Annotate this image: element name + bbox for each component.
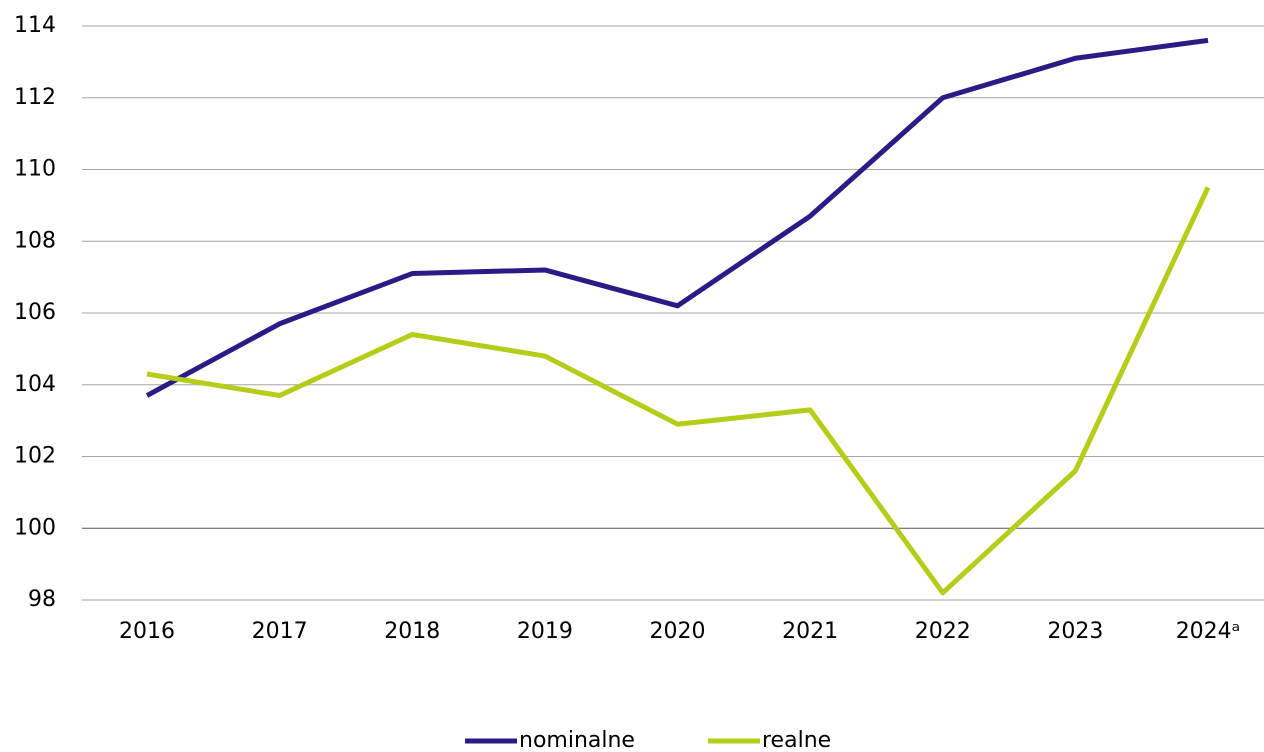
x-tick-label: 2024ᵃ [1176, 619, 1241, 644]
legend-label: nominalne [519, 728, 635, 752]
y-tick-label: 106 [14, 300, 56, 325]
x-tick-label: 2020 [650, 619, 706, 644]
y-tick-label: 102 [14, 444, 56, 469]
x-tick-label: 2023 [1047, 619, 1103, 644]
y-tick-label: 98 [28, 587, 56, 612]
y-tick-label: 112 [14, 85, 56, 110]
x-tick-label: 2018 [384, 619, 440, 644]
y-tick-label: 114 [14, 13, 56, 38]
legend-label: realne [762, 728, 831, 752]
x-tick-label: 2021 [782, 619, 838, 644]
y-tick-label: 104 [14, 372, 56, 397]
x-tick-label: 2019 [517, 619, 573, 644]
line-series [146, 186, 1211, 596]
y-tick-label: 100 [14, 515, 56, 540]
y-tick-label: 110 [14, 157, 56, 182]
y-tick-label: 108 [14, 228, 56, 253]
x-tick-label: 2017 [252, 619, 308, 644]
x-tick-label: 2016 [119, 619, 175, 644]
line-series [145, 37, 1209, 398]
x-tick-label: 2022 [915, 619, 971, 644]
